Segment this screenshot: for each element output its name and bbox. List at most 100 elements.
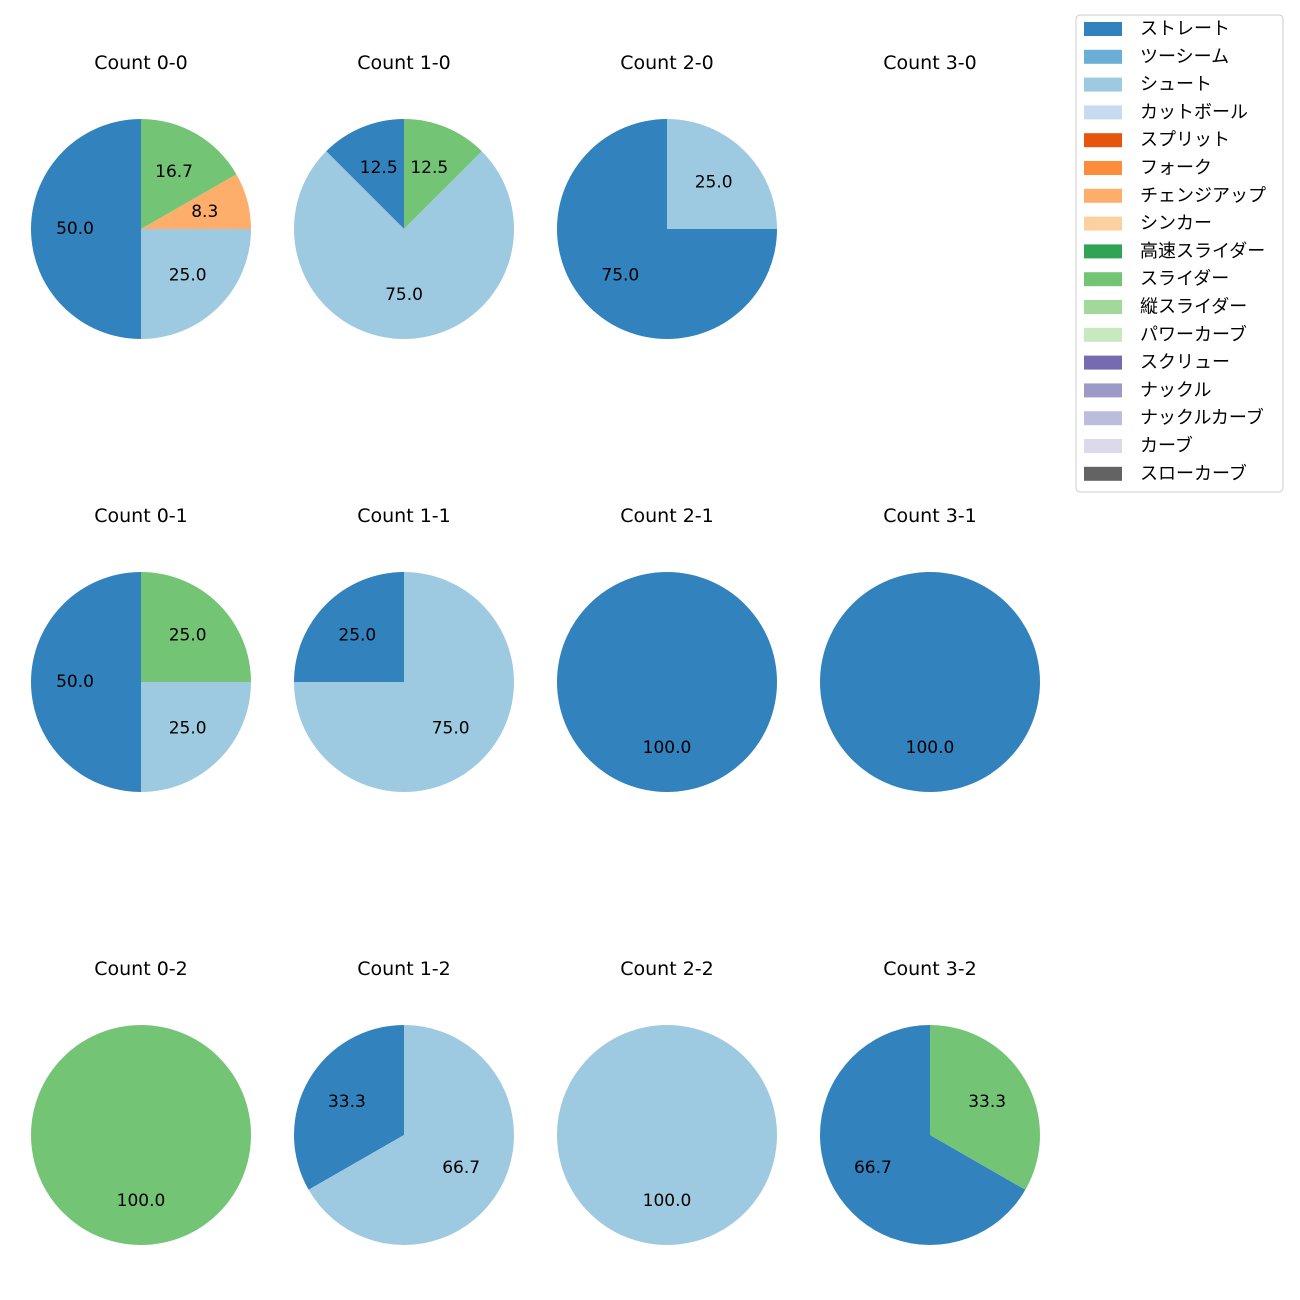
legend-item: カーブ [1084,435,1193,457]
legend-swatch [1084,411,1122,426]
pie-slice [557,1025,777,1245]
legend-item: 縦スライダー [1084,297,1247,318]
pie-slice [820,572,1040,792]
pie-slice [557,572,777,792]
pie-chart: Count 2-0 75.0 25.0 [557,52,777,339]
slice-percent-label: 33.3 [328,1092,366,1112]
pie-chart: Count 0-0 50.0 25.0 8.3 16.7 [31,52,251,339]
legend-label: シンカー [1140,213,1212,234]
pie-chart: Count 2-1 100.0 [557,505,777,792]
legend-item: スローカーブ [1084,462,1247,484]
pie-slice [294,1025,404,1190]
pie-title: Count 3-0 [883,52,977,74]
slice-percent-label: 25.0 [695,172,733,192]
slice-percent-label: 50.0 [56,219,94,239]
pie-chart: Count 2-2 100.0 [557,958,777,1245]
slice-percent-label: 33.3 [968,1092,1006,1112]
legend-label: ナックルカーブ [1140,407,1264,429]
legend-label: ストレート [1140,19,1230,40]
legend-label: 高速スライダー [1140,241,1265,262]
legend-swatch [1084,439,1122,453]
slice-percent-label: 25.0 [169,719,207,739]
slice-percent-label: 25.0 [338,625,376,645]
legend-label: スプリット [1140,130,1230,151]
pie-title: Count 0-1 [94,505,188,527]
pie-title: Count 2-2 [620,958,714,980]
pie-title: Count 0-0 [94,52,188,74]
legend-item: 高速スライダー [1084,241,1265,262]
legend-label: チェンジアップ [1140,185,1266,206]
legend-swatch [1084,105,1122,120]
legend-item: カットボール [1084,102,1248,123]
pie-title: Count 1-0 [357,52,451,74]
pie-title: Count 3-1 [883,505,977,527]
slice-percent-label: 100.0 [643,1191,692,1211]
legend-swatch [1084,49,1122,64]
legend-label: カーブ [1140,435,1193,457]
legend: ストレートツーシームシュートカットボールスプリットフォークチェンジアップシンカー… [1075,14,1284,493]
pie-slice [141,229,251,339]
slice-percent-label: 75.0 [385,285,423,305]
legend-swatch [1084,272,1122,287]
pie-title: Count 3-2 [883,958,977,980]
slice-percent-label: 12.5 [410,158,448,178]
slice-percent-label: 100.0 [117,1191,166,1211]
legend-item: ナックルカーブ [1084,407,1264,429]
legend-swatch [1084,355,1122,370]
pie-slice [667,119,777,229]
legend-label: カットボール [1140,102,1248,123]
legend-item: シンカー [1084,213,1212,234]
slice-percent-label: 66.7 [854,1158,892,1178]
legend-frame [1075,14,1284,493]
slice-percent-label: 8.3 [191,202,218,222]
pie-title: Count 0-2 [94,958,188,980]
pie-title: Count 2-1 [620,505,714,527]
slice-percent-label: 25.0 [169,266,207,286]
legend-label: ナックル [1140,380,1211,401]
slice-percent-label: 12.5 [360,158,398,178]
pie-slice [31,1025,251,1245]
pie-slice [31,119,141,339]
slice-percent-label: 75.0 [601,266,639,286]
legend-label: シュート [1140,74,1212,95]
legend-item: ストレート [1084,19,1230,40]
slice-percent-label: 75.0 [432,719,470,739]
pie-chart: Count 1-1 25.0 75.0 [294,505,514,792]
pie-slice [930,1025,1040,1190]
pie-title: Count 2-0 [620,52,714,74]
pie-chart: Count 0-2 100.0 [31,958,251,1245]
pie-slice [404,119,482,229]
pie-slice [141,572,251,682]
pie-chart: Count 0-1 50.0 25.0 25.0 [31,505,251,792]
legend-label: スクリュー [1140,352,1230,373]
legend-swatch [1084,22,1122,36]
pie-title: Count 1-1 [357,505,451,527]
pie-slice [141,682,251,792]
slice-percent-label: 50.0 [56,672,94,692]
legend-item: ナックル [1084,380,1211,401]
pie-slice [294,572,404,682]
legend-label: スローカーブ [1140,462,1247,484]
pie-chart: Count 3-1 100.0 [820,505,1040,792]
pie-chart: Count 3-0 [883,52,977,74]
legend-item: スプリット [1084,130,1230,151]
pie-slice [326,119,404,229]
legend-swatch [1084,300,1122,314]
slice-percent-label: 100.0 [643,738,692,758]
legend-item: スクリュー [1084,352,1230,373]
pie-slice [820,1025,1026,1245]
pie-slice [141,174,251,229]
legend-swatch [1084,161,1122,175]
slice-percent-label: 16.7 [155,162,193,182]
slice-percent-label: 100.0 [906,738,955,758]
pie-slice [141,119,237,229]
legend-item: チェンジアップ [1084,185,1266,206]
pie-chart: Count 1-0 12.5 75.0 12.5 [293,52,514,339]
legend-label: ツーシーム [1140,46,1229,67]
pie-slice [294,572,514,792]
legend-swatch [1084,244,1122,259]
pie-chart: Count 3-2 66.7 33.3 [820,958,1040,1245]
pie-slice [31,572,141,792]
slice-percent-label: 25.0 [169,625,207,645]
